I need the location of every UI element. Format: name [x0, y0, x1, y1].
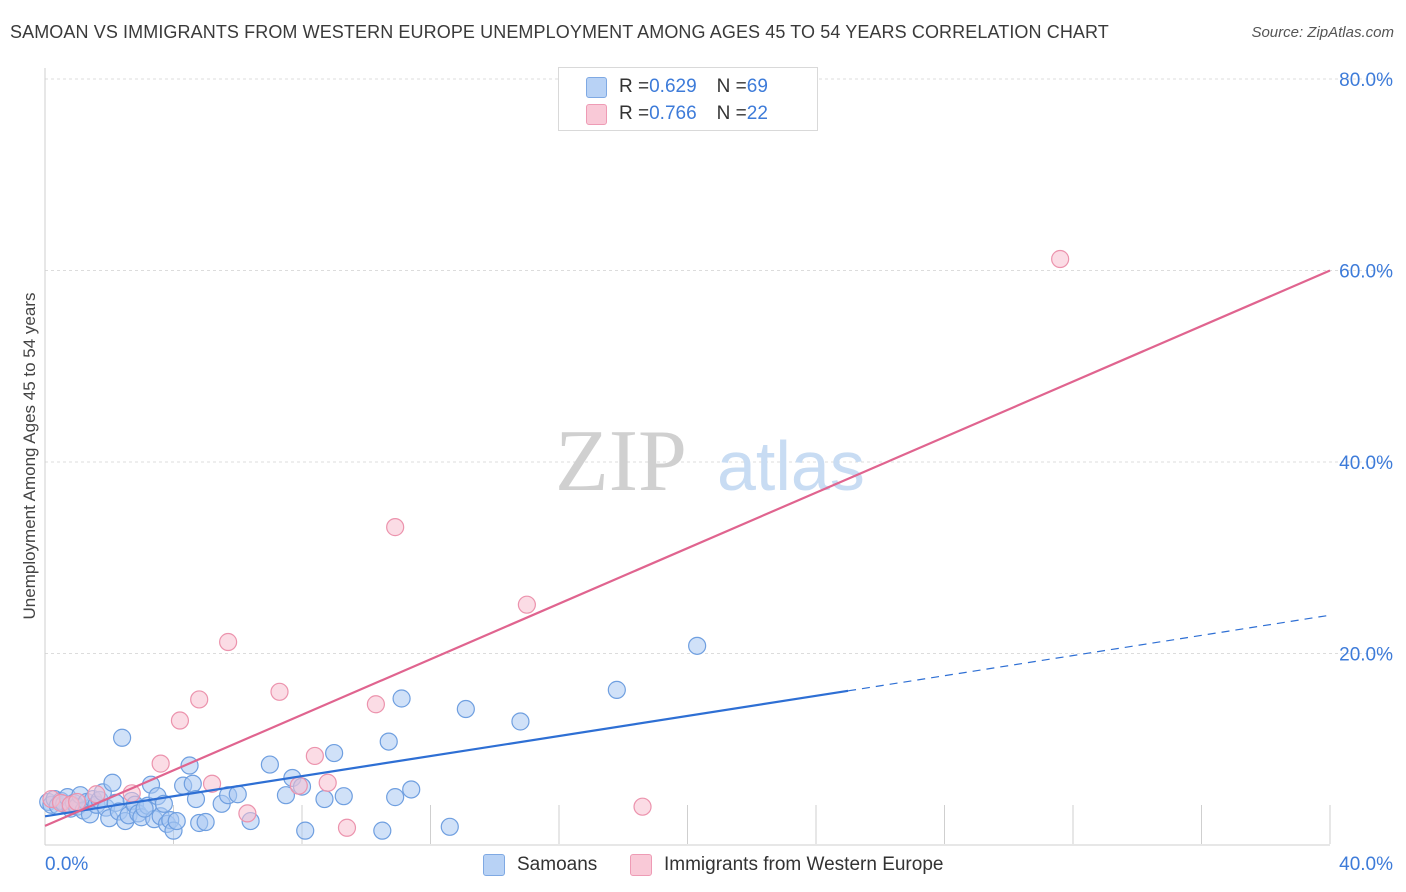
- samoans-swatch: [483, 854, 505, 876]
- samoans-point: [379, 732, 398, 751]
- samoans-point: [112, 728, 132, 747]
- samoans-point: [688, 636, 707, 655]
- samoans-trend-projection: [848, 614, 1331, 692]
- samoans-point: [325, 743, 344, 763]
- samoans-point: [228, 785, 247, 804]
- watermark-zip: ZIP: [555, 413, 687, 510]
- immigrants-point: [289, 776, 308, 795]
- immigrants-point: [219, 632, 238, 652]
- bottom-legend-samoans-label: Samoans: [517, 854, 598, 875]
- samoans-point: [276, 786, 296, 805]
- chart-title: SAMOAN VS IMMIGRANTS FROM WESTERN EUROPE…: [10, 22, 1109, 42]
- samoans-point: [392, 689, 411, 708]
- data-points: [39, 249, 1070, 840]
- immigrants-point: [238, 804, 257, 823]
- immigrants-point: [318, 773, 337, 792]
- samoans-point: [186, 789, 206, 809]
- samoans-point: [260, 755, 279, 774]
- samoans-point: [296, 821, 315, 840]
- x-tick-label-min: 0.0%: [45, 854, 88, 875]
- y-tick-label: 60.0%: [1339, 262, 1393, 283]
- samoans-point: [334, 787, 353, 806]
- legend-n-label: N =: [716, 103, 747, 124]
- x-tick-label-max: 40.0%: [1339, 854, 1393, 875]
- immigrants-point: [305, 746, 324, 766]
- bottom-legend-samoans: Samoans: [483, 852, 597, 878]
- watermark: ZIP atlas: [555, 413, 865, 510]
- immigrants-point: [270, 682, 289, 701]
- samoans-point: [386, 788, 405, 807]
- y-tick-label: 40.0%: [1339, 453, 1393, 474]
- tick-labels: 20.0% 40.0% 60.0% 80.0% 0.0% 40.0%: [45, 70, 1393, 875]
- immigrants-swatch: [630, 854, 652, 876]
- samoans-point: [440, 817, 459, 836]
- samoans-point: [196, 812, 215, 832]
- y-tick-label: 80.0%: [1339, 70, 1393, 91]
- samoans-point: [511, 712, 530, 731]
- y-tick-label: 20.0%: [1339, 645, 1393, 666]
- axes: [44, 68, 1331, 846]
- samoans-point: [183, 774, 202, 793]
- watermark-atlas: atlas: [717, 427, 865, 505]
- immigrants-trend-line: [44, 269, 1331, 827]
- immigrants-point: [386, 518, 405, 537]
- immigrants-point: [202, 774, 222, 793]
- immigrants-point: [337, 818, 357, 837]
- samoans-point: [456, 699, 475, 719]
- immigrants-point: [517, 595, 536, 614]
- legend-r-value: 0.629: [649, 76, 697, 97]
- trend-lines: [44, 269, 1331, 827]
- legend-n-value: 22: [746, 103, 768, 124]
- samoans-point: [167, 811, 186, 831]
- legend-r-label: R =: [619, 103, 650, 124]
- bottom-legend-immigrants: Immigrants from Western Europe: [630, 852, 943, 878]
- samoans-point: [607, 680, 626, 699]
- source-credit: Source: ZipAtlas.com: [1251, 24, 1394, 41]
- immigrants-point: [1051, 249, 1070, 269]
- samoans-trend-line: [44, 689, 849, 818]
- samoans-point: [373, 821, 392, 840]
- samoans-swatch: [586, 76, 607, 98]
- samoans-point: [402, 780, 421, 799]
- legend-box: R = 0.629 N = 69 R = 0.766 N = 22: [558, 67, 818, 131]
- immigrants-point: [170, 711, 190, 730]
- immigrants-point: [190, 690, 209, 709]
- legend-n-label: N =: [716, 76, 747, 97]
- legend-r-value: 0.766: [649, 103, 697, 124]
- immigrants-point: [366, 695, 385, 714]
- samoans-point: [154, 794, 173, 813]
- legend-r-label: R =: [619, 76, 650, 97]
- immigrants-point: [151, 754, 170, 773]
- samoans-point: [103, 773, 122, 792]
- samoans-point: [315, 789, 334, 809]
- immigrants-point: [633, 797, 652, 816]
- immigrants-swatch: [586, 103, 607, 125]
- legend-n-value: 69: [746, 76, 768, 97]
- immigrants-point: [68, 792, 87, 812]
- grid-lines: [45, 78, 1393, 654]
- bottom-legend-immigrants-label: Immigrants from Western Europe: [664, 854, 944, 875]
